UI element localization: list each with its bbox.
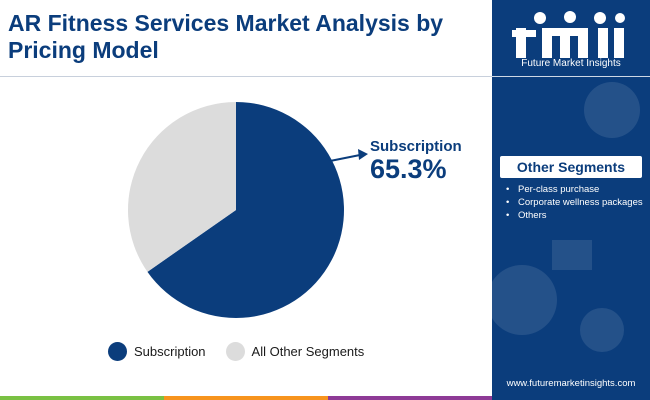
website-link[interactable]: www.futuremarketinsights.com [506, 378, 636, 389]
pie-slice-subscription [147, 102, 344, 318]
page-title: AR Fitness Services Market Analysis by P… [8, 10, 444, 63]
color-bar-orange [164, 396, 328, 400]
legend-item-subscription: Subscription [108, 342, 206, 361]
list-item: Corporate wellness packages [504, 197, 644, 209]
legend-item-other: All Other Segments [225, 342, 365, 361]
color-bar-green [0, 396, 164, 400]
list-item: Others [504, 210, 644, 222]
brand-caption: Future Market Insights [521, 58, 621, 69]
list-item: Per-class purchase [504, 184, 644, 196]
fmi-logo-icon [512, 11, 625, 58]
sidebar: Future Market Insights Other Segments Pe… [492, 0, 650, 400]
sidebar-divider [492, 76, 650, 77]
legend-swatch-subscription [108, 342, 127, 361]
segments-heading: Other Segments [500, 156, 642, 178]
pie-slice-all-other-segments [128, 102, 236, 272]
sidebar-texture [492, 82, 640, 352]
pie-slices [128, 102, 344, 318]
pie-chart [128, 102, 368, 318]
slice-callout: Subscription 65.3% [370, 138, 462, 183]
legend-label: All Other Segments [251, 344, 365, 359]
title-divider [0, 76, 492, 77]
legend-swatch-other [225, 342, 245, 361]
callout-value: 65.3% [370, 154, 447, 184]
color-bar-purple [328, 396, 492, 400]
chart-panel: AR Fitness Services Market Analysis by P… [0, 10, 492, 400]
chart-legend: Subscription All Other Segments [108, 342, 384, 361]
callout-label: Subscription [370, 138, 462, 155]
callout-arrow [329, 149, 368, 162]
legend-label: Subscription [134, 344, 206, 359]
color-bar [0, 396, 492, 400]
segments-list: Per-class purchase Corporate wellness pa… [504, 184, 644, 223]
